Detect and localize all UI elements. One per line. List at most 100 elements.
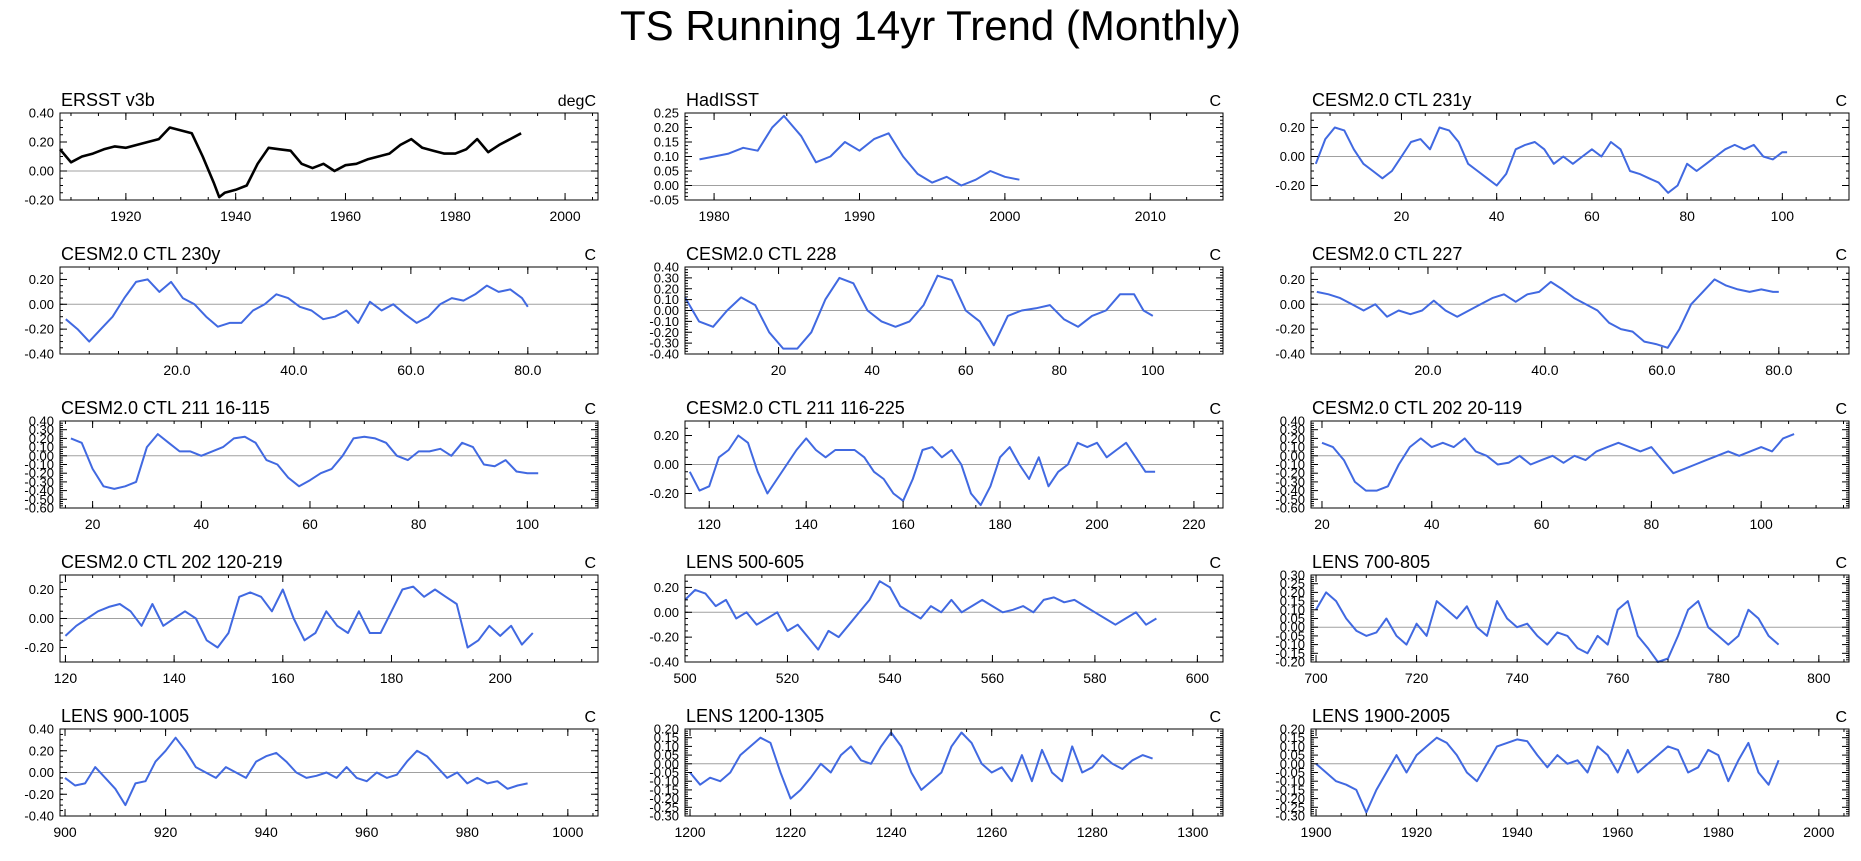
y-tick-label: 0.20 <box>1280 431 1305 446</box>
x-tick-label: 20 <box>771 362 787 378</box>
x-tick-label: 920 <box>154 824 178 840</box>
x-tick-label: 40 <box>864 362 880 378</box>
y-tick-label: -0.20 <box>1275 322 1305 337</box>
y-tick-label: 0.20 <box>1280 722 1305 737</box>
plot-frame <box>1310 420 1850 509</box>
plot-frame <box>59 112 599 201</box>
x-tick-label: 1920 <box>110 208 141 224</box>
x-tick-label: 80 <box>1679 208 1695 224</box>
y-tick-label: 0.25 <box>1280 576 1305 591</box>
x-tick-label: 80 <box>411 516 427 532</box>
x-tick-label: 120 <box>54 670 78 686</box>
chart-panel-p3: 20 40 60 80 100 -0.20 0.00 0.20 CESM2.0 CTL 231y… <box>1275 90 1850 224</box>
x-tick-label: 160 <box>891 516 915 532</box>
x-tick-label: 100 <box>1141 362 1165 378</box>
y-tick-label: -0.30 <box>24 474 54 489</box>
plot-frame <box>1310 728 1850 817</box>
panel-units: C <box>1209 401 1221 418</box>
x-tick-label: 180 <box>380 670 404 686</box>
panel-title: ERSST v3b <box>61 90 155 110</box>
x-tick-label: 1980 <box>699 208 730 224</box>
series-line <box>699 114 1020 187</box>
y-tick-label: 0.10 <box>29 440 54 455</box>
y-tick-label: 0.20 <box>654 281 679 296</box>
x-tick-label: 520 <box>776 670 800 686</box>
y-tick-label: -0.40 <box>1275 347 1305 362</box>
y-tick-label: 0.20 <box>654 120 679 135</box>
series-line <box>688 434 1156 507</box>
x-tick-label: 1960 <box>330 208 361 224</box>
y-tick-label: 0.00 <box>654 178 679 193</box>
y-tick-label: 0.20 <box>1280 585 1305 600</box>
y-tick-label: -0.30 <box>649 336 679 351</box>
y-tick-label: 0.00 <box>29 164 54 179</box>
x-tick-label: 220 <box>1182 516 1206 532</box>
y-tick-label: -0.50 <box>24 492 54 507</box>
chart-panel-p4: 20.0 40.0 60.0 80.0 -0.40 -0.20 0.00 0.20 CESM2.… <box>24 244 599 378</box>
x-tick-label: 720 <box>1405 670 1429 686</box>
y-tick-label: 0.05 <box>654 748 679 763</box>
x-tick-label: 960 <box>355 824 379 840</box>
y-tick-label: -0.10 <box>1275 457 1305 472</box>
x-tick-label: 700 <box>1304 670 1328 686</box>
y-tick-label: 0.20 <box>1280 272 1305 287</box>
x-tick-label: 2000 <box>1803 824 1834 840</box>
panel-units: C <box>1835 401 1847 418</box>
y-tick-label: -0.20 <box>24 640 54 655</box>
x-tick-label: 80 <box>1644 516 1660 532</box>
y-tick-label: -0.40 <box>24 809 54 824</box>
x-tick-label: 540 <box>878 670 902 686</box>
x-tick-label: 60.0 <box>1648 362 1675 378</box>
y-tick-label: -0.15 <box>1275 646 1305 661</box>
y-tick-label: -0.20 <box>1275 466 1305 481</box>
y-tick-label: -0.10 <box>1275 637 1305 652</box>
y-tick-label: 0.10 <box>1280 739 1305 754</box>
y-tick-label: 0.00 <box>654 756 679 771</box>
panel-title: LENS 1200-1305 <box>686 706 824 726</box>
series-line <box>1316 278 1779 349</box>
panel-title: CESM2.0 CTL 230y <box>61 244 220 264</box>
y-tick-label: -0.40 <box>649 347 679 362</box>
panel-title: LENS 1900-2005 <box>1312 706 1450 726</box>
y-tick-label: 0.05 <box>1280 611 1305 626</box>
y-tick-label: -0.20 <box>649 325 679 340</box>
x-tick-label: 600 <box>1186 670 1210 686</box>
panel-title: CESM2.0 CTL 228 <box>686 244 836 264</box>
panel-title: CESM2.0 CTL 202 120-219 <box>61 552 282 572</box>
x-tick-label: 140 <box>794 516 818 532</box>
x-tick-label: 20 <box>1314 516 1330 532</box>
panel-units: C <box>1835 93 1847 110</box>
y-tick-label: 0.40 <box>654 260 679 275</box>
y-tick-label: 0.00 <box>1280 620 1305 635</box>
x-tick-label: 1260 <box>976 824 1007 840</box>
panel-title: CESM2.0 CTL 227 <box>1312 244 1462 264</box>
y-tick-label: 0.25 <box>654 106 679 121</box>
x-tick-label: 180 <box>988 516 1012 532</box>
series-line <box>64 585 534 649</box>
series-line <box>689 731 1153 800</box>
x-tick-label: 2000 <box>989 208 1020 224</box>
x-tick-label: 60 <box>958 362 974 378</box>
panel-title: CESM2.0 CTL 211 116-225 <box>686 398 905 418</box>
panel-title: LENS 700-805 <box>1312 552 1430 572</box>
chart-panel-p14: 1200 1220 1240 1260 1280 1300-0.30-0.25-0.20-… <box>649 706 1224 840</box>
y-tick-label: -0.10 <box>1275 774 1305 789</box>
y-tick-label: -0.05 <box>1275 765 1305 780</box>
panel-units: C <box>1209 709 1221 726</box>
y-tick-label: -0.20 <box>1275 178 1305 193</box>
panel-title: LENS 900-1005 <box>61 706 189 726</box>
y-tick-label: -0.20 <box>24 466 54 481</box>
y-tick-label: 0.00 <box>29 611 54 626</box>
y-tick-label: -0.15 <box>1275 782 1305 797</box>
chart-panel-p6: 20.0 40.0 60.0 80.0 -0.40 -0.20 0.00 0.20 CESM2.… <box>1275 244 1850 378</box>
y-tick-label: -0.25 <box>649 800 679 815</box>
y-tick-label: -0.40 <box>24 483 54 498</box>
x-tick-label: 60 <box>1534 516 1550 532</box>
series-line <box>70 433 539 490</box>
y-tick-label: -0.20 <box>649 630 679 645</box>
panel-title: CESM2.0 CTL 202 20-119 <box>1312 398 1522 418</box>
x-tick-label: 760 <box>1606 670 1630 686</box>
x-tick-label: 1990 <box>844 208 875 224</box>
y-tick-label: 0.00 <box>1280 448 1305 463</box>
y-tick-label: 0.00 <box>29 297 54 312</box>
